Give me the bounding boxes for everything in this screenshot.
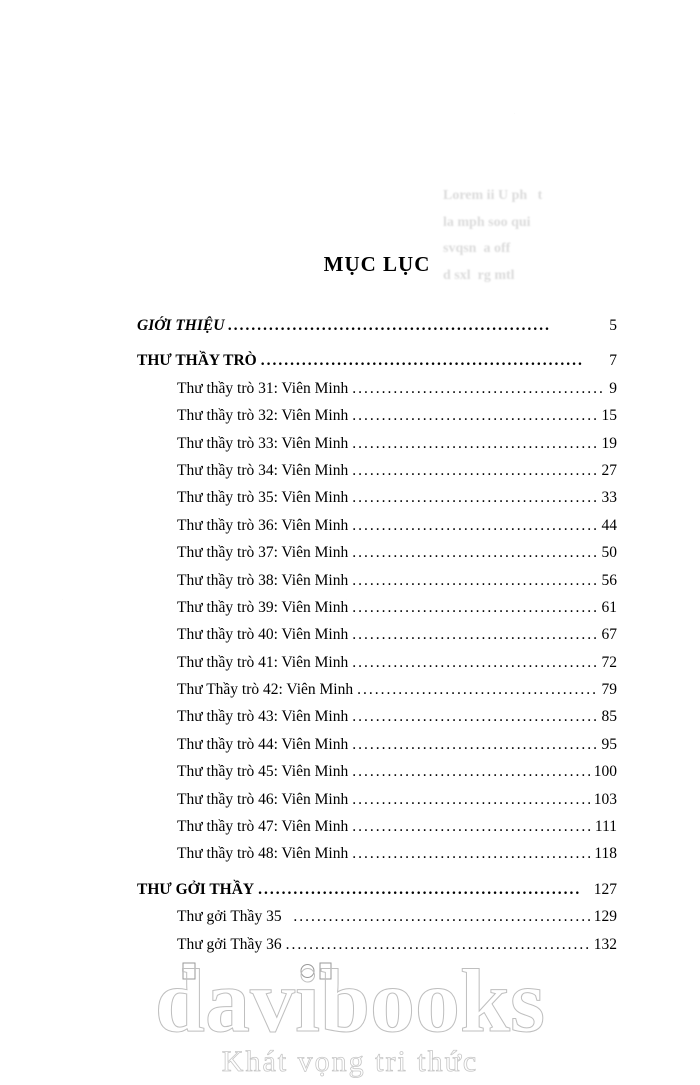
svg-text:davibooks: davibooks (155, 960, 545, 1051)
svg-text:Khát vọng tri thức: Khát vọng tri thức (222, 1045, 478, 1078)
